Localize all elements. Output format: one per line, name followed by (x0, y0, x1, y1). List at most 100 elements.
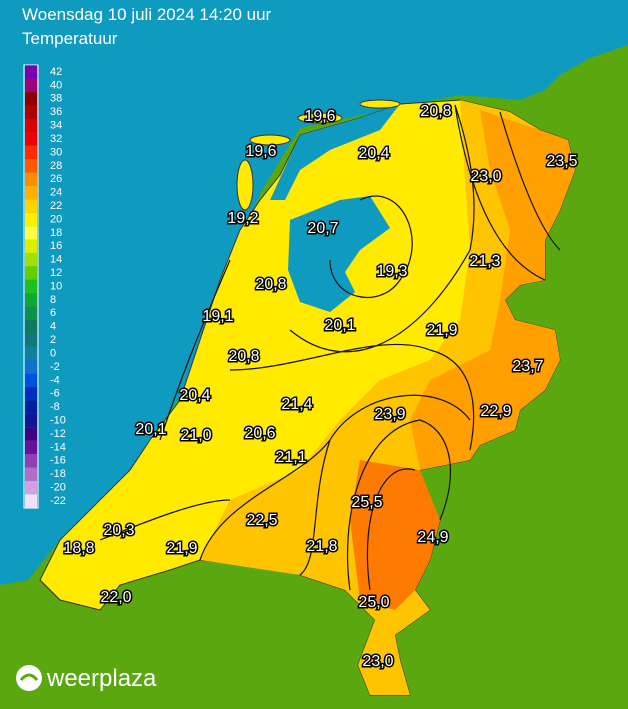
isotherm (366, 468, 416, 591)
isotherm (99, 499, 231, 541)
ijsselmeer (288, 196, 390, 312)
legend-band (25, 226, 37, 240)
wadden-sea (270, 104, 400, 200)
station-value: 19,3 (376, 263, 407, 280)
station-value: 21,3 (469, 253, 500, 270)
station-value: 21,4 (281, 396, 312, 413)
station-value: 23,9 (374, 406, 405, 423)
legend-label: -4 (50, 374, 60, 386)
legend-label: -12 (50, 428, 66, 440)
station-value: 20,8 (255, 276, 286, 293)
isotherm (159, 259, 231, 441)
stations: 19,6 20,8 19,6 20,4 23,5 23,0 19,2 20,7 19,3 21,3… (62, 102, 579, 672)
station-value: 25,0 (358, 594, 389, 611)
island (236, 159, 254, 211)
legend-label: -10 (50, 414, 66, 426)
legend-band (25, 467, 37, 481)
station-value: 19,1 (202, 308, 233, 325)
legend-band (25, 346, 37, 361)
legend-band (25, 400, 37, 414)
island (297, 112, 343, 124)
title: Woensdag 10 juli 2024 14:20 uur (22, 5, 272, 24)
legend-label: 2 (50, 334, 56, 346)
legend-label: 0 (50, 347, 56, 359)
station-value: 25,5 (351, 494, 382, 511)
legend-label: 10 (50, 280, 62, 292)
station-value: 21,1 (275, 449, 306, 466)
isotherm (329, 394, 471, 441)
isotherm (329, 195, 413, 298)
station-value: 22,9 (480, 403, 511, 420)
legend-label: 6 (50, 307, 56, 319)
station-value: 24,9 (417, 529, 448, 546)
legend-frame (23, 64, 39, 509)
legend-label: 42 (50, 66, 62, 78)
legend-label: 16 (50, 240, 62, 252)
station-value: 20,3 (103, 522, 134, 539)
station-value: 23,7 (512, 358, 543, 375)
legend-band (25, 306, 37, 321)
legend-band (25, 92, 37, 106)
legend-band (25, 185, 37, 200)
station-value: 21,8 (306, 538, 337, 555)
logo: weerplaza (46, 665, 157, 692)
legend-label: -6 (50, 388, 60, 400)
legend-band (25, 145, 37, 160)
warm-region (200, 100, 575, 695)
legend-band (25, 333, 37, 347)
legend-band (25, 252, 37, 267)
station-value: 20,4 (179, 387, 210, 404)
legend-band (25, 212, 37, 227)
station-value: 20,1 (324, 317, 355, 334)
legend-label: -20 (50, 482, 66, 494)
legend-label: 22 (50, 200, 62, 212)
station-value: 19,2 (227, 210, 258, 227)
legend-band (25, 239, 37, 253)
station-value: 20,8 (420, 103, 451, 120)
legend-band (25, 132, 37, 146)
legend-label: 24 (50, 187, 62, 199)
legend-label: -22 (50, 495, 66, 507)
legend-band (25, 172, 37, 186)
hot-region (410, 110, 575, 470)
legend-band (25, 159, 37, 173)
isotherm (347, 419, 451, 591)
legend-label: 34 (50, 120, 62, 132)
legend-label: -16 (50, 455, 66, 467)
island (359, 99, 401, 109)
legend-band (25, 387, 37, 401)
legend-band (25, 65, 37, 79)
station-value: 23,0 (470, 168, 501, 185)
legend-label: 4 (50, 321, 56, 333)
legend-label: 36 (50, 106, 62, 118)
station-value: 20,4 (358, 145, 389, 162)
legend-label: -14 (50, 441, 66, 453)
isotherm (499, 111, 561, 251)
legend-label: 28 (50, 160, 62, 172)
legend-band (25, 494, 37, 508)
legend-band (25, 293, 37, 307)
legend-band (25, 440, 37, 455)
legend-band (25, 266, 37, 280)
station-value: 22,0 (100, 589, 131, 606)
legend-label: 20 (50, 213, 62, 225)
legend-label: 30 (50, 146, 62, 158)
legend-label: 32 (50, 133, 62, 145)
legend-label: -8 (50, 401, 60, 413)
legend-label: -2 (50, 361, 60, 373)
legend-band (25, 360, 37, 374)
station-value: 22,5 (246, 512, 277, 529)
legend-band (25, 78, 37, 93)
legend-label: 26 (50, 173, 62, 185)
legend-label: 14 (50, 254, 62, 266)
isotherm (199, 439, 331, 576)
legend-label: -18 (50, 468, 66, 480)
legend-band (25, 427, 37, 441)
legend-band (25, 480, 37, 495)
legend-band (25, 105, 37, 119)
subtitle: Temperatuur (22, 29, 118, 48)
legend-band (25, 118, 37, 133)
legend-band (25, 373, 37, 388)
station-value: 23,5 (546, 153, 577, 170)
